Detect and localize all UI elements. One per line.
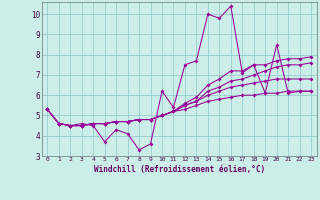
X-axis label: Windchill (Refroidissement éolien,°C): Windchill (Refroidissement éolien,°C)	[94, 165, 265, 174]
